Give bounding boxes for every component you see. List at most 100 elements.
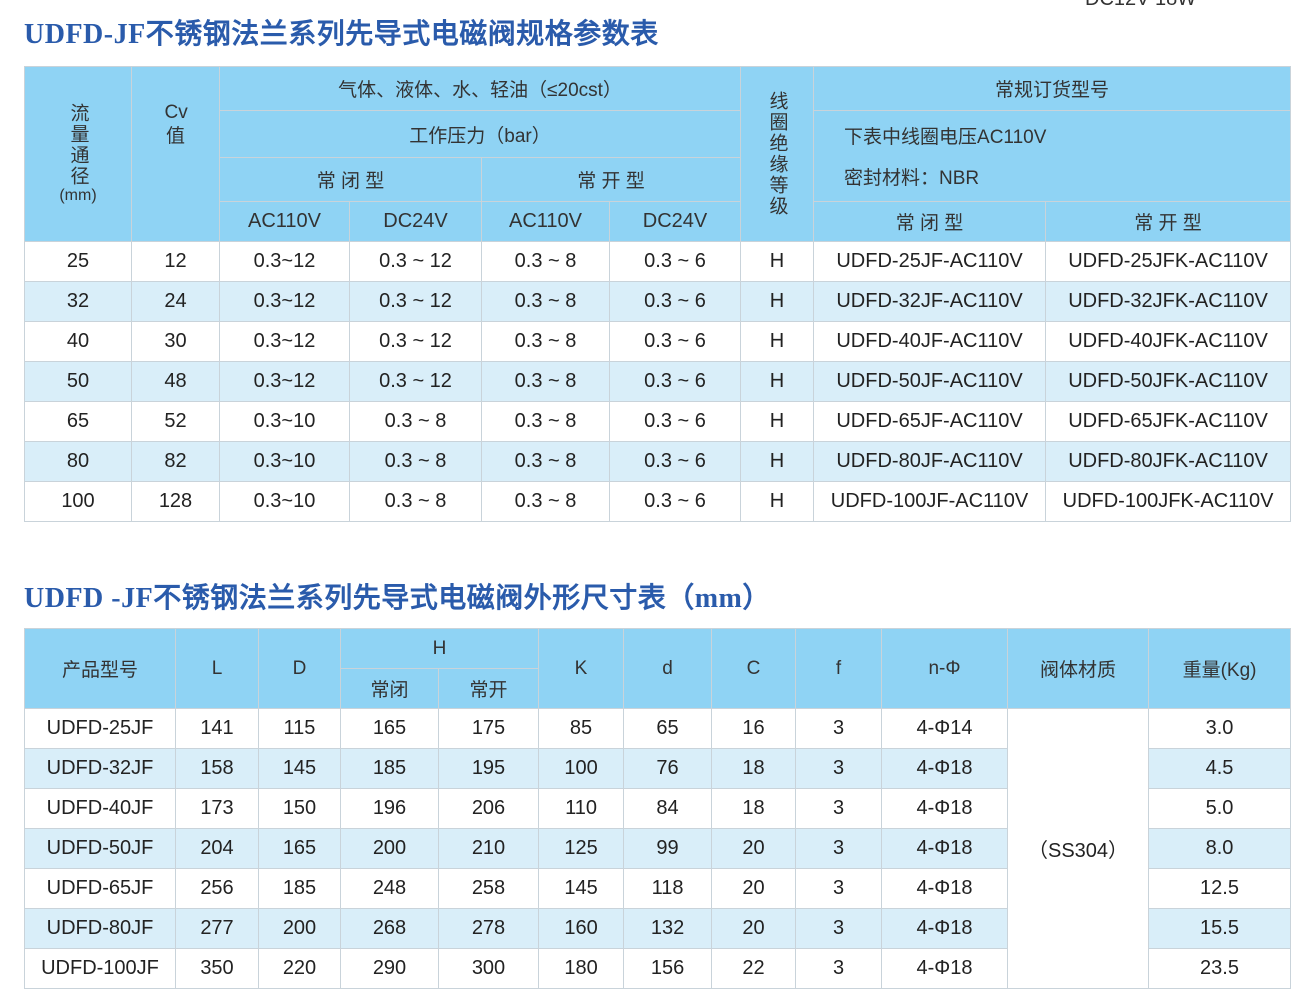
header-material: 阀体材质 [1007,628,1150,709]
table-cell: 258 [437,868,540,909]
table-cell: 220 [258,948,341,989]
table-cell: 0.3~10 [219,401,350,442]
table-row: 32 24 0.3~12 0.3 ~ 12 0.3 ~ 8 0.3 ~ 6 H UDFD-32… [24,281,1292,322]
table-cell: 0.3 ~ 8 [349,481,482,522]
table-cell: 248 [340,868,439,909]
table-cell: 25 [24,241,132,282]
table-cell: 290 [340,948,439,989]
table-cell: 4-Φ18 [881,908,1009,949]
table-cell: 300 [437,948,540,989]
table-cell: 0.3 ~ 8 [481,481,610,522]
table-cell: 40 [24,321,132,362]
table-cell: 0.3 ~ 8 [481,281,610,322]
table-cell: H [740,361,815,402]
header-C: C [711,628,797,709]
table-cell: 0.3 ~ 12 [349,281,482,322]
table-cell: 4-Φ18 [881,948,1009,989]
table-cell: 278 [437,908,540,949]
table-cell: UDFD-40JFK-AC110V [1045,321,1292,362]
table-cell: 3 [795,828,883,869]
table-cell: 15.5 [1148,908,1292,949]
header-d: d [623,628,713,709]
table-cell: 210 [437,828,540,869]
table-cell: 118 [623,868,713,909]
table-cell: 0.3 ~ 8 [481,401,610,442]
table-row: 65 52 0.3~10 0.3 ~ 8 0.3 ~ 8 0.3 ~ 6 H UDFD-65J… [24,401,1292,442]
header-order-notes: 下表中线圈电压AC110V 密封材料：NBR [813,110,1292,202]
material-cell: （SS304） [1007,708,1150,989]
table-cell: 99 [623,828,713,869]
table-cell: UDFD-32JF [24,748,176,789]
table-row: 100 128 0.3~10 0.3 ~ 8 0.3 ~ 8 0.3 ~ 6 H UDFD-1… [24,481,1292,522]
table-cell: 52 [131,401,220,442]
spec-table-title: UDFD-JF不锈钢法兰系列先导式电磁阀规格参数表 [24,19,659,50]
table-cell: 204 [175,828,259,869]
table-cell: 350 [175,948,259,989]
header-pressure: 工作压力（bar） [218,110,742,158]
table-cell: H [740,281,815,322]
table-cell: UDFD-50JFK-AC110V [1045,361,1292,402]
table-cell: 0.3 ~ 8 [481,241,610,282]
table-cell: 4.5 [1148,748,1292,789]
table-cell: UDFD-80JFK-AC110V [1045,441,1292,482]
table-cell: 85 [538,708,625,749]
table-cell: 0.3~12 [219,321,350,362]
table-row: 40 30 0.3~12 0.3 ~ 12 0.3 ~ 8 0.3 ~ 6 H UDFD-40… [24,321,1292,362]
table-cell: 12.5 [1148,868,1292,909]
table-row: UDFD-65JF 256 185 248 258 145 118 20 3 4-Φ18 12.5 [24,868,1292,909]
table-cell: 128 [131,481,220,522]
table-cell: UDFD-32JF-AC110V [813,281,1047,322]
table-cell: 0.3 ~ 6 [608,281,742,322]
table-cell: 18 [711,748,797,789]
table-row: UDFD-40JF 173 150 196 206 110 84 18 3 4-Φ18 5.0 [24,788,1292,829]
table-row: 25 12 0.3~12 0.3 ~ 12 0.3 ~ 8 0.3 ~ 6 H UDFD-25… [24,241,1292,282]
table-cell: UDFD-25JF [24,708,176,749]
header-nc-ac: AC110V [219,201,350,242]
table-row: 50 48 0.3~12 0.3 ~ 12 0.3 ~ 8 0.3 ~ 6 H UDFD-50… [24,361,1292,402]
spec-table: 流量通径 (mm) Cv值 气体、液体、水、轻油（≤20cst） 线圈绝缘等级 常… [24,66,1292,522]
table-cell: 0.3~12 [219,241,350,282]
table-cell: H [740,321,815,362]
table-cell: 145 [538,868,625,909]
dimension-table: 产品型号 L D H K d C f n-Φ 阀体材质 重量(Kg) 常闭 常开… [24,628,1292,989]
table-row: UDFD-50JF 204 165 200 210 125 99 20 3 4-Φ18 8.0 [24,828,1292,869]
header-K: K [538,628,625,709]
dimension-table-title: UDFD -JF不锈钢法兰系列先导式电磁阀外形尺寸表（mm） [24,583,771,614]
header-cv: Cv值 [131,66,220,242]
table-cell: UDFD-100JFK-AC110V [1045,481,1292,522]
table-cell: 132 [623,908,713,949]
table-cell: UDFD-80JF [24,908,176,949]
table-cell: 3 [795,708,883,749]
table-cell: 12 [131,241,220,282]
header-no: 常 开 型 [480,157,742,202]
table-cell: 18 [711,788,797,829]
table-cell: 0.3~12 [219,361,350,402]
header-L: L [175,628,259,709]
header-insulation: 线圈绝缘等级 [740,66,815,242]
table-cell: 4-Φ18 [881,788,1009,829]
table-cell: 4-Φ14 [881,708,1009,749]
table-cell: H [740,241,815,282]
table-cell: 125 [538,828,625,869]
table-cell: UDFD-65JF [24,868,176,909]
table-cell: 20 [711,908,797,949]
table-cell: 100 [24,481,132,522]
table-cell: 20 [711,868,797,909]
header-f: f [795,628,883,709]
header-H-nc: 常闭 [340,668,439,709]
header-order-no: 常 开 型 [1045,201,1292,242]
table-cell: 0.3 ~ 6 [608,401,742,442]
table-cell: 0.3 ~ 8 [481,361,610,402]
table-cell: UDFD-65JF-AC110V [813,401,1047,442]
header-H: H [339,628,540,669]
table-cell: 20 [711,828,797,869]
table-cell: 206 [437,788,540,829]
table-cell: UDFD-40JF [24,788,176,829]
table-cell: 165 [340,708,439,749]
table-row: UDFD-32JF 158 145 185 195 100 76 18 3 4-Φ18 4.5 [24,748,1292,789]
cropped-corner-text: DC12V 18W [1085,0,1196,11]
table-cell: 256 [175,868,259,909]
table-cell: 0.3 ~ 12 [349,321,482,362]
table-cell: 0.3 ~ 8 [481,321,610,362]
table-cell: 3 [795,948,883,989]
